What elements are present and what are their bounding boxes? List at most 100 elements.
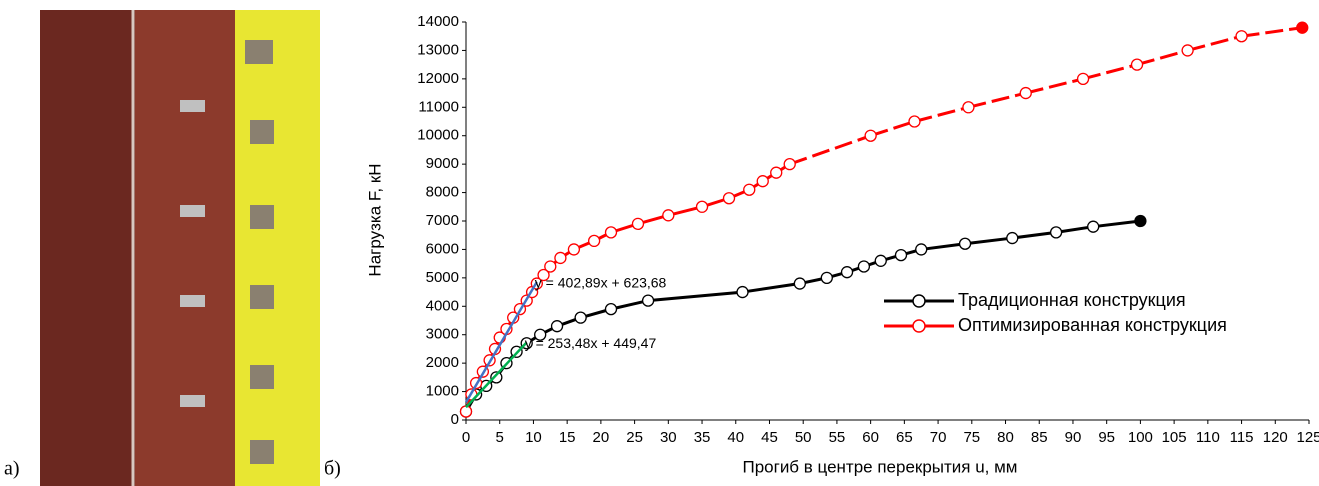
y-tick-label: 8000: [426, 184, 459, 201]
series-segment: [742, 282, 801, 294]
panel-label: а): [4, 458, 20, 480]
x-tick-label: 85: [1031, 429, 1048, 446]
data-point: [793, 277, 806, 290]
data-point: [587, 234, 601, 248]
data-point: [1019, 86, 1032, 100]
y-tick-label: 9000: [426, 155, 459, 172]
x-tick-label: 115: [1230, 429, 1254, 446]
x-tick-label: 125: [1296, 429, 1319, 446]
data-point: [857, 260, 871, 273]
trendline: [465, 341, 528, 409]
series-segment: [1093, 219, 1141, 229]
series-segment: [968, 91, 1027, 109]
trendline-label: y = 253,48x + 449,47: [525, 335, 657, 351]
y-tick-label: 3000: [426, 326, 459, 343]
x-tick-label: 25: [626, 429, 643, 446]
data-point: [1181, 44, 1194, 57]
series-segment: [1136, 48, 1189, 67]
data-point: [459, 405, 473, 418]
x-tick-label: 45: [761, 429, 778, 446]
data-point: [962, 101, 975, 114]
y-tick-label: 12000: [417, 70, 459, 87]
x-tick-label: 70: [930, 429, 947, 446]
y-tick-label: 4000: [426, 297, 459, 314]
data-point: [722, 192, 736, 205]
y-tick-label: 11000: [418, 98, 459, 115]
data-point: [783, 157, 796, 171]
y-tick-label: 14000: [417, 13, 459, 30]
series-segment: [1241, 26, 1303, 38]
data-point: [1076, 72, 1090, 86]
series-segment: [1025, 77, 1084, 95]
x-tick-label: 30: [660, 429, 677, 446]
data-point: [1235, 30, 1248, 43]
series-segment: [1055, 225, 1094, 234]
data-point: [1087, 220, 1100, 233]
data-point: [756, 175, 769, 188]
y-axis-label: Нагрузка F, кН: [365, 163, 384, 276]
x-tick-label: 20: [593, 429, 610, 446]
x-axis-label: Прогиб в центре перекрытия u, мм: [742, 457, 1017, 476]
data-point: [534, 328, 547, 341]
data-point: [695, 200, 709, 213]
x-tick-label: 110: [1196, 429, 1220, 446]
panel-label: б): [324, 458, 341, 480]
data-point: [604, 226, 618, 239]
data-point: [915, 243, 928, 256]
data-point: [894, 248, 908, 262]
y-tick-label: 10000: [417, 127, 459, 144]
data-point: [820, 271, 833, 285]
series-segment: [921, 242, 966, 251]
series-segment: [789, 134, 872, 166]
series-segment: [870, 120, 915, 138]
series-segment: [914, 105, 969, 123]
legend-marker: [912, 319, 926, 333]
series-segment: [964, 236, 1013, 246]
x-tick-label: 80: [997, 429, 1014, 446]
series-segment: [1082, 63, 1138, 81]
x-tick-label: 120: [1263, 429, 1288, 446]
data-point: [1134, 214, 1147, 228]
y-tick-label: 6000: [426, 240, 459, 257]
x-tick-label: 50: [795, 429, 812, 446]
legend-marker: [912, 294, 926, 308]
data-point: [1049, 226, 1063, 239]
x-tick-label: 35: [694, 429, 711, 446]
data-point: [1130, 58, 1144, 71]
data-point: [908, 115, 921, 128]
series-segment: [647, 290, 743, 303]
data-point: [604, 302, 618, 316]
y-tick-label: 13000: [417, 41, 459, 58]
series-segment: [610, 299, 649, 311]
data-point: [574, 311, 587, 324]
data-point: [874, 254, 887, 267]
data-point: [743, 183, 756, 196]
x-tick-label: 10: [525, 429, 542, 446]
data-point: [537, 268, 550, 282]
data-point: [864, 129, 877, 142]
legend-label: Оптимизированная конструкция: [958, 315, 1227, 335]
series-segment: [1012, 230, 1057, 240]
y-tick-label: 5000: [426, 269, 459, 286]
x-tick-label: 105: [1162, 429, 1187, 446]
data-point: [550, 320, 564, 333]
data-point: [631, 217, 645, 230]
data-point: [490, 371, 503, 384]
x-tick-label: 75: [963, 429, 980, 446]
x-tick-label: 90: [1065, 429, 1082, 446]
trendline-label: y = 402,89x + 623,68: [535, 275, 667, 291]
y-tick-label: 7000: [426, 212, 459, 229]
x-tick-label: 40: [727, 429, 744, 446]
data-point: [958, 237, 972, 250]
data-point: [840, 266, 854, 279]
data-point: [736, 285, 749, 299]
data-point: [1296, 21, 1309, 34]
data-point: [770, 166, 783, 179]
x-tick-label: 60: [862, 429, 879, 446]
x-tick-label: 95: [1098, 429, 1115, 446]
data-point: [662, 209, 675, 222]
data-point: [544, 260, 557, 273]
data-point: [641, 294, 655, 307]
x-tick-label: 0: [462, 429, 470, 446]
